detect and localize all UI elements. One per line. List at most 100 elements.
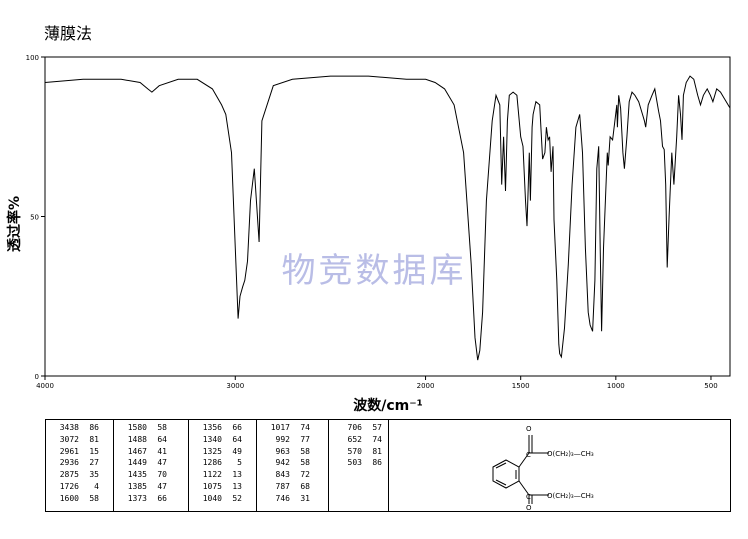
peak-row: 2961 15 xyxy=(51,446,113,458)
peak-transmittance: 13 xyxy=(232,470,242,480)
peak-row: 1385 47 xyxy=(119,481,188,493)
peak-row: 992 77 xyxy=(262,434,328,446)
peak-transmittance: 57 xyxy=(372,423,382,432)
peak-transmittance: 70 xyxy=(157,470,167,480)
peak-transmittance: 31 xyxy=(300,493,310,503)
y-tick-label: 100 xyxy=(26,54,39,62)
structure-diagram: O C O(CH₂)₃—CH₃ C O(CH₂)₃—CH₃ O xyxy=(389,420,730,512)
peak-transmittance: 4 xyxy=(94,481,99,491)
x-axis-ticks: 4000 3000 2000 1500 1000 500 xyxy=(36,376,718,390)
peak-wavenumber: 1040 xyxy=(202,493,222,503)
peak-row: 706 57 xyxy=(334,422,388,434)
peak-transmittance: 66 xyxy=(157,493,167,503)
peak-wavenumber: 1373 xyxy=(127,493,147,503)
peak-transmittance: 47 xyxy=(157,458,167,468)
peak-transmittance: 64 xyxy=(157,434,167,444)
peak-row: 1017 74 xyxy=(262,422,328,434)
peak-row: 1075 13 xyxy=(194,481,256,493)
spectrum-line xyxy=(44,75,731,361)
peak-row: 843 72 xyxy=(262,469,328,481)
peak-wavenumber: 1467 xyxy=(127,446,147,456)
peak-row: 963 58 xyxy=(262,446,328,458)
peak-wavenumber: 1340 xyxy=(202,434,222,444)
peak-wavenumber: 942 xyxy=(275,458,290,468)
peak-wavenumber: 652 xyxy=(347,434,362,444)
peak-row: 1488 64 xyxy=(119,434,188,446)
peak-wavenumber: 963 xyxy=(275,446,290,456)
peak-row: 503 86 xyxy=(334,457,388,469)
peak-wavenumber: 1600 xyxy=(59,493,79,503)
peak-wavenumber: 2875 xyxy=(59,470,79,480)
peak-wavenumber: 1325 xyxy=(202,446,222,456)
peak-wavenumber: 3072 xyxy=(59,434,79,444)
peak-row: 2875 35 xyxy=(51,469,113,481)
peak-wavenumber: 1488 xyxy=(127,434,147,444)
peak-transmittance: 41 xyxy=(157,446,167,456)
peak-row: 1040 52 xyxy=(194,493,256,505)
peak-column-1: 3438 86 3072 81 2961 15 2936 27 2875 35 1726 4 1600 5… xyxy=(46,420,114,511)
peak-row: 1122 13 xyxy=(194,469,256,481)
peak-transmittance: 49 xyxy=(232,446,242,456)
peak-row: 1449 47 xyxy=(119,457,188,469)
carbonyl-o-top: O xyxy=(526,425,532,433)
page-title: 薄膜法 xyxy=(44,24,93,43)
peak-column-5: 706 57 652 74 570 81 503 86 xyxy=(329,420,389,511)
peak-row: 746 31 xyxy=(262,493,328,505)
peak-transmittance: 27 xyxy=(89,458,99,468)
x-tick-label: 2000 xyxy=(417,382,435,390)
peak-wavenumber: 1017 xyxy=(270,423,290,432)
peak-wavenumber: 1075 xyxy=(202,481,222,491)
peak-transmittance: 35 xyxy=(89,470,99,480)
peak-transmittance: 58 xyxy=(157,423,167,432)
peak-row: 1726 4 xyxy=(51,481,113,493)
peak-wavenumber: 992 xyxy=(275,434,290,444)
peak-transmittance: 13 xyxy=(232,481,242,491)
peak-row: 3438 86 xyxy=(51,422,113,434)
peak-row: 1467 41 xyxy=(119,446,188,458)
peak-transmittance: 5 xyxy=(237,458,242,468)
peak-row: 787 68 xyxy=(262,481,328,493)
peak-wavenumber: 1726 xyxy=(59,481,79,491)
y-tick-label: 0 xyxy=(35,373,39,381)
peak-transmittance: 47 xyxy=(157,481,167,491)
peak-row: 570 81 xyxy=(334,446,388,458)
peak-table: 3438 86 3072 81 2961 15 2936 27 2875 35 1726 4 1600 5… xyxy=(45,419,731,512)
peak-row: 1286 5 xyxy=(194,457,256,469)
peak-row: 1373 66 xyxy=(119,493,188,505)
peak-wavenumber: 2961 xyxy=(59,446,79,456)
peak-transmittance: 52 xyxy=(232,493,242,503)
dibutyl-phthalate-structure: O C O(CH₂)₃—CH₃ C O(CH₂)₃—CH₃ O xyxy=(492,425,594,512)
peak-row: 1580 58 xyxy=(119,422,188,434)
peak-row: 652 74 xyxy=(334,434,388,446)
carbon-top: C xyxy=(526,451,531,459)
carbon-bottom: C xyxy=(526,493,531,501)
peak-transmittance: 86 xyxy=(372,458,382,468)
peak-transmittance: 58 xyxy=(89,493,99,503)
peak-row: 3072 81 xyxy=(51,434,113,446)
peak-wavenumber: 787 xyxy=(275,481,290,491)
peak-wavenumber: 1385 xyxy=(127,481,147,491)
peak-transmittance: 77 xyxy=(300,434,310,444)
peak-wavenumber: 1286 xyxy=(202,458,222,468)
peak-row: 1435 70 xyxy=(119,469,188,481)
peak-transmittance: 58 xyxy=(300,458,310,468)
peak-column-2: 1580 58 1488 64 1467 41 1449 47 1435 70 1385 47 1373… xyxy=(114,420,189,511)
peak-wavenumber: 503 xyxy=(347,458,362,468)
peak-transmittance: 86 xyxy=(89,423,99,432)
peak-transmittance: 81 xyxy=(89,434,99,444)
peak-wavenumber: 706 xyxy=(347,423,362,432)
peak-row: 2936 27 xyxy=(51,457,113,469)
ester-chain-bottom: O(CH₂)₃—CH₃ xyxy=(547,492,594,500)
ester-chain-top: O(CH₂)₃—CH₃ xyxy=(547,450,594,458)
peak-transmittance: 58 xyxy=(300,446,310,456)
peak-wavenumber: 2936 xyxy=(59,458,79,468)
peak-row: 1600 58 xyxy=(51,493,113,505)
peak-transmittance: 68 xyxy=(300,481,310,491)
peak-transmittance: 74 xyxy=(372,434,382,444)
peak-wavenumber: 843 xyxy=(275,470,290,480)
x-axis-label: 波数/cm⁻¹ xyxy=(353,397,423,414)
peak-wavenumber: 1449 xyxy=(127,458,147,468)
peak-row: 1356 66 xyxy=(194,422,256,434)
peak-wavenumber: 1435 xyxy=(127,470,147,480)
